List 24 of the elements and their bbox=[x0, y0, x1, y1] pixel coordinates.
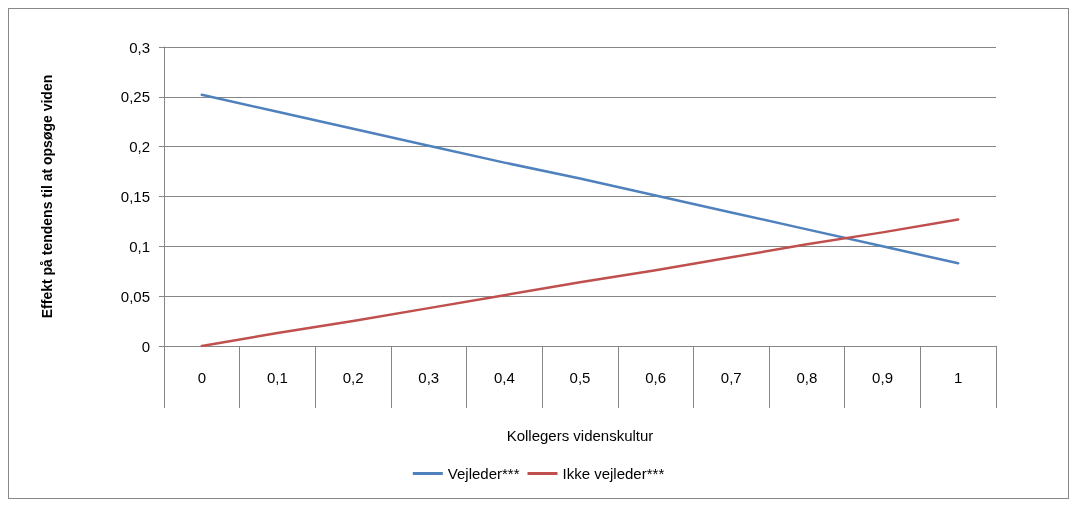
x-tick-label: 0,1 bbox=[267, 369, 288, 386]
x-tick-label: 0,6 bbox=[645, 369, 667, 386]
legend-label: Vejleder*** bbox=[447, 465, 520, 482]
y-tick-label: 0 bbox=[141, 337, 150, 355]
y-tick-label: 0,1 bbox=[129, 237, 150, 255]
y-tick-label: 0,15 bbox=[120, 188, 150, 205]
legend-label: Ikke vejleder*** bbox=[562, 465, 665, 482]
y-tick-label: 0,2 bbox=[129, 138, 150, 156]
x-tick-label: 0,3 bbox=[418, 369, 440, 386]
x-tick-label: 1 bbox=[954, 369, 963, 386]
x-tick-label: 0 bbox=[197, 369, 206, 386]
x-tick-label: 0,9 bbox=[872, 369, 893, 386]
line-series bbox=[200, 93, 960, 265]
x-tick-label: 0,8 bbox=[796, 369, 818, 386]
x-tick-label: 0,7 bbox=[720, 369, 742, 386]
y-axis-title: Effekt på tendens til at opsøge viden bbox=[39, 74, 55, 319]
line-series bbox=[200, 218, 960, 348]
x-tick-label: 0,2 bbox=[342, 369, 364, 386]
x-tick-label: 0,5 bbox=[569, 369, 591, 386]
x-axis-title: Kollegers videnskultur bbox=[506, 427, 654, 444]
y-tick-label: 0,05 bbox=[120, 287, 150, 305]
y-tick-label: 0,3 bbox=[129, 38, 150, 56]
y-tick-label: 0,25 bbox=[120, 88, 150, 106]
x-tick-label: 0,4 bbox=[493, 369, 515, 386]
